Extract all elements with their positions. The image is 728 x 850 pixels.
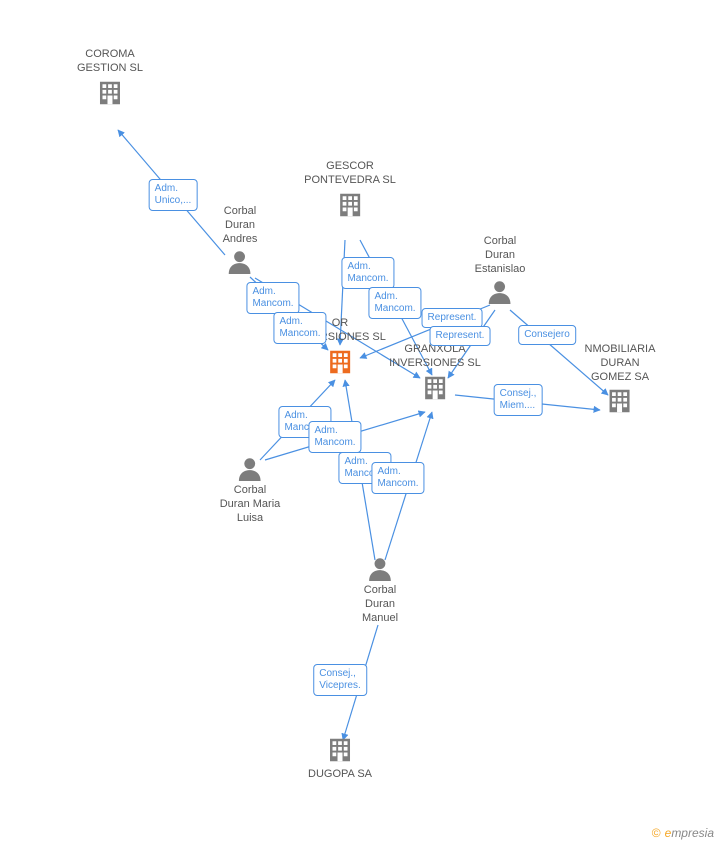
person-icon (237, 455, 263, 481)
node-granxola[interactable]: GRANXOLA INVERSIONES SL (389, 343, 481, 406)
edge-label: Adm. Mancom. (371, 462, 424, 494)
node-label: NMOBILIARIA DURAN GOMEZ SA (585, 343, 656, 384)
edge-label: Adm. Mancom. (273, 312, 326, 344)
building-icon (325, 735, 355, 765)
node-label: Corbal Duran Manuel (362, 584, 398, 625)
edge-label: Adm. Mancom. (368, 287, 421, 319)
edge-label: Consej., Vicepres. (313, 664, 367, 696)
building-icon (95, 78, 125, 108)
watermark: ©empresia (652, 826, 714, 840)
node-andres[interactable]: Corbal Duran Andres (223, 205, 258, 277)
building-icon (420, 373, 450, 403)
node-label: Corbal Duran Estanislao (475, 235, 526, 276)
edge-label: Consej., Miem.... (494, 384, 543, 416)
person-icon (367, 555, 393, 581)
node-label: COROMA GESTION SL (77, 48, 143, 76)
diagram-canvas: COROMA GESTION SL GESCOR PONTEVEDRA SL C… (0, 0, 728, 850)
edge-label: Adm. Mancom. (341, 257, 394, 289)
copyright-symbol: © (652, 826, 661, 840)
node-label: GRANXOLA INVERSIONES SL (389, 343, 481, 371)
node-inmob[interactable]: NMOBILIARIA DURAN GOMEZ SA (585, 343, 656, 419)
node-estanislao[interactable]: Corbal Duran Estanislao (475, 235, 526, 307)
node-coroma[interactable]: COROMA GESTION SL (77, 48, 143, 111)
node-gescor[interactable]: GESCOR PONTEVEDRA SL (304, 160, 396, 223)
edge-label: Represent. (422, 308, 483, 328)
edge-label: Adm. Unico,... (149, 179, 198, 211)
building-icon (605, 386, 635, 416)
person-icon (487, 278, 513, 304)
node-dugopa[interactable]: DUGOPA SA (308, 735, 372, 784)
node-label: DUGOPA SA (308, 768, 372, 782)
building-icon (325, 347, 355, 377)
edge-label: Consejero (518, 325, 576, 345)
person-icon (227, 248, 253, 274)
edge-label: Adm. Mancom. (246, 282, 299, 314)
building-icon (335, 190, 365, 220)
edge-label: Adm. Mancom. (308, 421, 361, 453)
node-maria[interactable]: Corbal Duran Maria Luisa (220, 455, 281, 527)
node-label: GESCOR PONTEVEDRA SL (304, 160, 396, 188)
edge-label: Represent. (430, 326, 491, 346)
watermark-name: mpresia (671, 826, 714, 840)
node-label: Corbal Duran Maria Luisa (220, 484, 281, 525)
node-manuel[interactable]: Corbal Duran Manuel (362, 555, 398, 627)
node-label: Corbal Duran Andres (223, 205, 258, 246)
